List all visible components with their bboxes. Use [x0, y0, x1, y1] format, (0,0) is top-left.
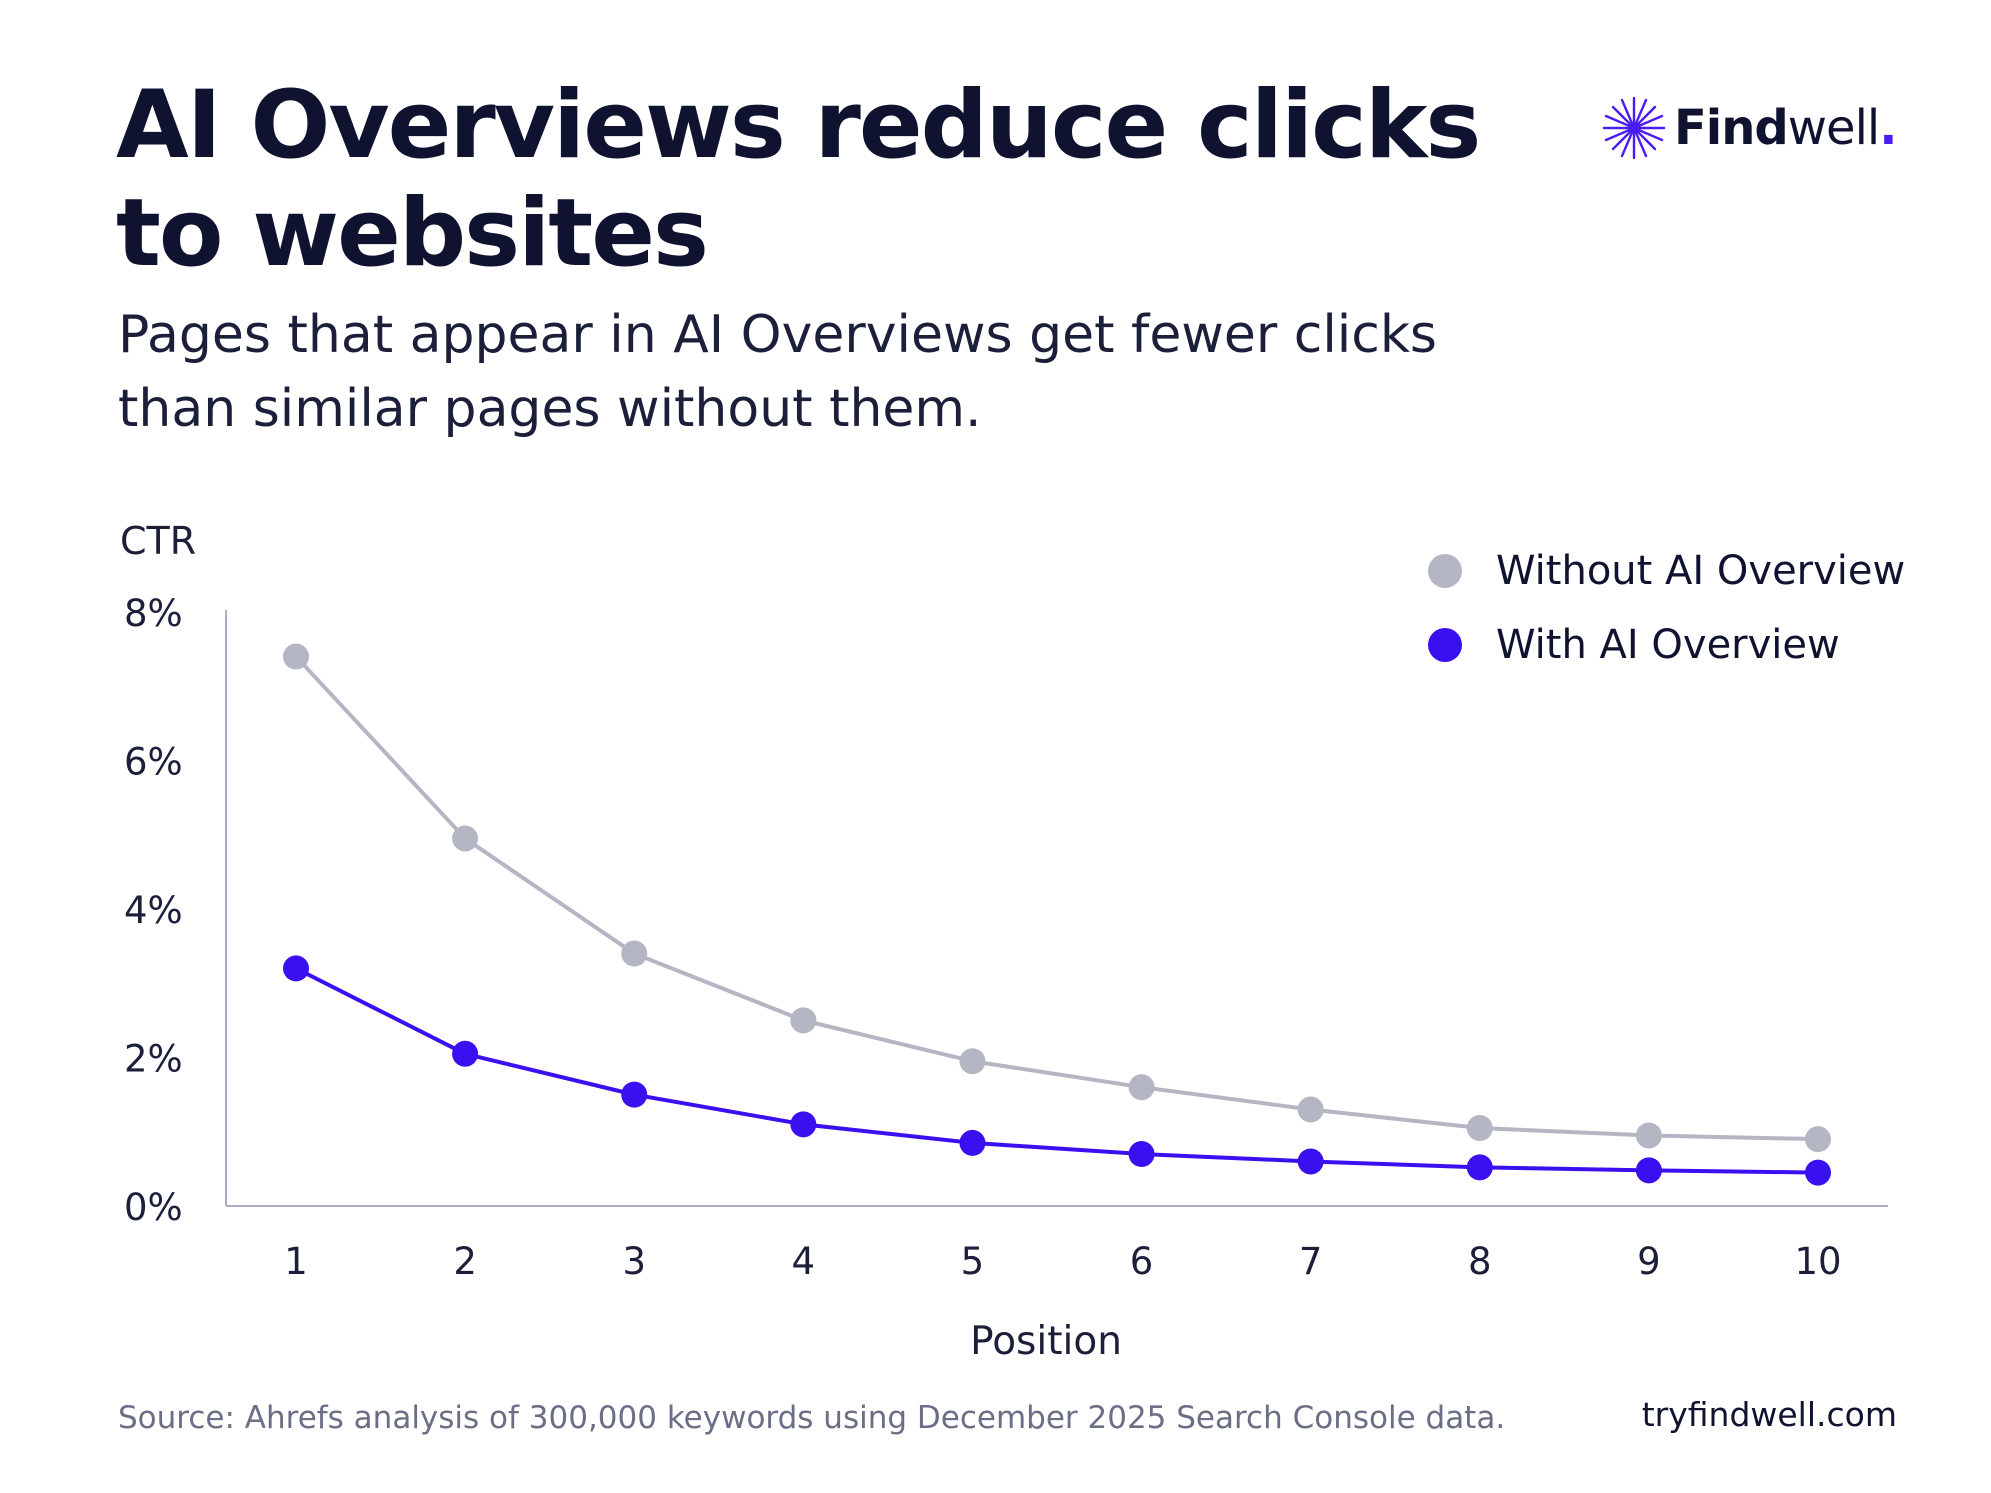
data-point-with: [283, 955, 309, 982]
data-point-with: [1635, 1157, 1662, 1184]
legend-label-with: With AI Overview: [1496, 622, 1840, 668]
data-point-with: [452, 1040, 479, 1067]
x-tick-label: 5: [961, 1240, 985, 1283]
site-url: tryfindwell.com: [1641, 1395, 1897, 1434]
y-tick-label: 8%: [124, 592, 183, 635]
brand-dot: .: [1879, 100, 1897, 156]
x-tick-label: 2: [453, 1240, 477, 1283]
findwell-logo: Findwell.: [1602, 96, 1897, 160]
data-point-with: [959, 1129, 986, 1156]
x-tick-label: 9: [1637, 1240, 1661, 1283]
x-tick-label: 7: [1299, 1240, 1323, 1283]
series-line-with: [295, 966, 1819, 1175]
data-point-with: [1805, 1159, 1831, 1186]
data-point-with: [1466, 1154, 1493, 1181]
legend-marker-with: [1428, 628, 1462, 662]
data-point-without: [1128, 1074, 1155, 1101]
x-tick-label: 4: [792, 1240, 816, 1283]
chart-title: AI Overviews reduce clicks to websites: [116, 71, 1481, 288]
data-point-without: [1635, 1122, 1662, 1149]
legend-item-with: With AI Overview: [1428, 622, 1840, 668]
data-point-without: [1466, 1115, 1493, 1142]
x-tick-label: 6: [1130, 1240, 1154, 1283]
data-point-with: [621, 1081, 648, 1108]
brand-wordmark: Findwell.: [1674, 100, 1897, 156]
series-line-without: [294, 655, 1819, 1142]
y-tick-label: 6%: [124, 741, 183, 784]
y-axis-label: CTR: [120, 519, 196, 563]
brand-name-bold: Find: [1674, 100, 1789, 156]
x-tick-label: 3: [622, 1240, 646, 1283]
legend-item-without: Without AI Overview: [1428, 548, 1905, 594]
x-tick-label: 10: [1794, 1240, 1841, 1283]
x-tick-label: 8: [1468, 1240, 1492, 1283]
data-point-with: [790, 1111, 817, 1138]
source-note: Source: Ahrefs analysis of 300,000 keywo…: [118, 1400, 1506, 1436]
data-point-without: [1297, 1096, 1324, 1123]
y-tick-label: 0%: [124, 1186, 183, 1229]
data-point-without: [621, 940, 648, 967]
data-point-without: [452, 825, 479, 852]
legend-marker-without: [1428, 554, 1462, 588]
brand-name-rest: well: [1787, 100, 1880, 156]
x-tick-label: 1: [284, 1240, 308, 1283]
data-point-without: [283, 643, 309, 670]
x-axis-label: Position: [970, 1319, 1122, 1364]
data-point-with: [1128, 1141, 1155, 1168]
chart-subtitle: Pages that appear in AI Overviews get fe…: [118, 305, 1438, 439]
data-point-without: [1805, 1126, 1831, 1153]
sparkle-star-icon: [1602, 96, 1666, 160]
data-point-without: [959, 1048, 986, 1075]
legend-label-without: Without AI Overview: [1496, 548, 1906, 594]
y-tick-label: 4%: [124, 889, 183, 932]
y-tick-label: 2%: [124, 1038, 183, 1081]
data-point-without: [790, 1007, 817, 1034]
data-point-with: [1297, 1148, 1324, 1175]
